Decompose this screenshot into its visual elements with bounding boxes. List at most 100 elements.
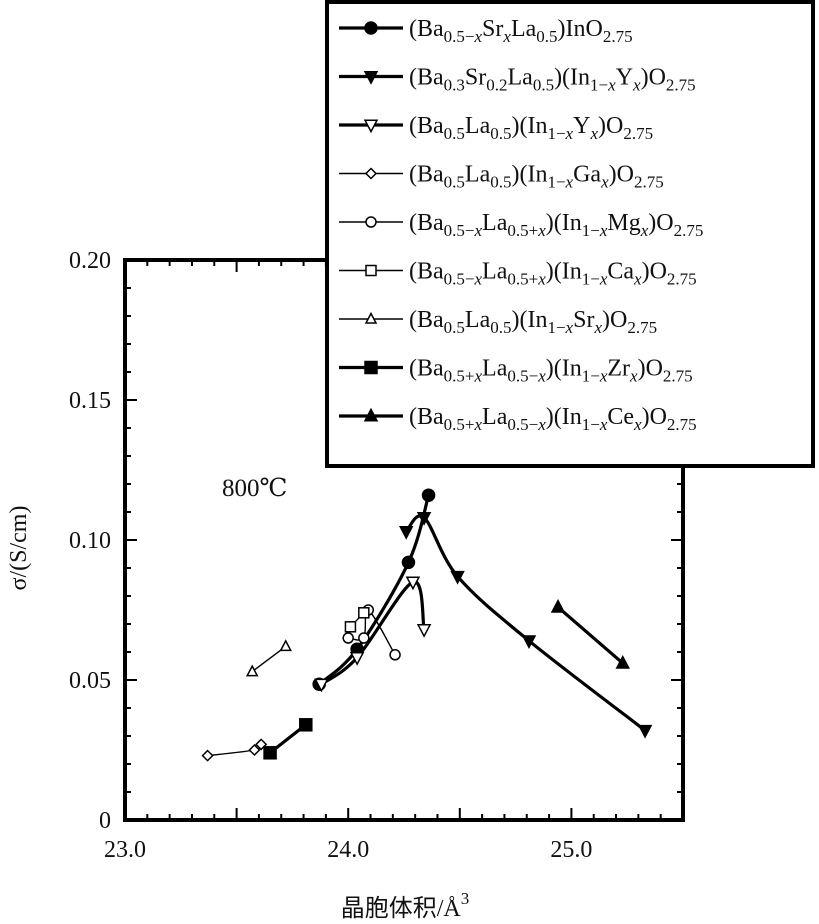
legend-label-part: La xyxy=(482,259,508,285)
legend-label-part: (Ba xyxy=(409,259,444,285)
legend-marker xyxy=(363,119,379,134)
legend-label-part: 0.5 xyxy=(444,124,465,143)
legend-label-part: (Ba xyxy=(409,65,444,91)
legend-label-part: La xyxy=(482,404,508,430)
legend-label-part: 2.75 xyxy=(674,221,704,240)
legend-label: (Ba0.5−xLa0.5+x)(In1−xCax)O2.75 xyxy=(409,259,697,289)
legend-label-part: x xyxy=(599,415,608,434)
legend-marker xyxy=(365,264,377,277)
legend-label-part: 1− xyxy=(582,221,600,240)
legend-label-part: 2.75 xyxy=(623,124,653,143)
legend-label-part: x xyxy=(537,221,546,240)
legend-entry: (Ba0.5+xLa0.5−x)(In1−xCex)O2.75 xyxy=(339,404,697,434)
legend-label-part: 2.75 xyxy=(667,270,697,289)
y-tick-label: 0.20 xyxy=(69,248,111,274)
data-point xyxy=(358,607,370,619)
legend-label-part: )O xyxy=(642,404,667,430)
legend-label-part: 1− xyxy=(547,124,565,143)
series-line xyxy=(556,605,624,665)
legend-marker xyxy=(365,216,377,228)
legend-entry: (Ba0.5−xLa0.5+x)(In1−xCax)O2.75 xyxy=(339,259,697,289)
series-3 xyxy=(314,576,432,693)
legend-label-part: x xyxy=(599,270,608,289)
series-line xyxy=(320,580,426,686)
legend-label: (Ba0.5+xLa0.5−x)(In1−xCex)O2.75 xyxy=(409,404,697,434)
legend-label: (Ba0.5La0.5)(In1−xGax)O2.75 xyxy=(409,162,664,192)
legend-label-part: )(In xyxy=(546,210,582,236)
legend-label-part: La xyxy=(465,113,491,139)
legend-label-part: 1− xyxy=(547,318,565,337)
legend-label-part: 0.5 xyxy=(444,318,465,337)
data-point xyxy=(550,598,566,613)
data-point xyxy=(349,652,365,666)
legend-label-part: 0.5 xyxy=(536,27,557,46)
x-tick-label: 25.0 xyxy=(550,837,592,863)
legend-label-part: )O xyxy=(641,65,666,91)
legend-label-part: x xyxy=(607,76,616,95)
legend-label-part: )(In xyxy=(511,113,547,139)
legend-label-part: )(In xyxy=(546,356,582,382)
legend-label-part: )O xyxy=(609,162,634,188)
data-point xyxy=(299,718,313,732)
legend-label-part: La xyxy=(465,162,491,188)
data-point xyxy=(314,678,329,693)
legend-label-part: 2.75 xyxy=(634,173,664,192)
legend-label-part: x xyxy=(589,124,598,143)
legend-label-part: 2.75 xyxy=(666,76,696,95)
legend-entry: (Ba0.5La0.5)(In1−xYx)O2.75 xyxy=(339,113,653,143)
legend-entry: (Ba0.5La0.5)(In1−xSrx)O2.75 xyxy=(339,307,657,337)
legend-label-part: )(In xyxy=(554,65,590,91)
legend-label-part: 0.5 xyxy=(444,173,465,192)
data-point xyxy=(279,639,292,652)
legend-label-part: 0.5+ xyxy=(444,367,475,386)
legend-label-part: (Ba xyxy=(409,210,444,236)
legend-label: (Ba0.3Sr0.2La0.5)(In1−xYx)O2.75 xyxy=(409,65,696,95)
y-tick-label: 0.15 xyxy=(69,388,111,414)
legend-label-part: Mg xyxy=(607,210,640,236)
y-tick-label: 0 xyxy=(99,808,111,834)
legend-marker xyxy=(363,70,379,85)
data-point xyxy=(401,555,416,570)
legend-label-part: Ca xyxy=(607,259,634,285)
legend-label-part: 0.5 xyxy=(490,173,511,192)
legend-marker xyxy=(363,407,379,422)
legend-label-part: x xyxy=(474,415,483,434)
series-line xyxy=(318,494,431,686)
legend-label-part: x xyxy=(502,27,511,46)
legend-label-part: 1− xyxy=(547,173,565,192)
legend-label-part: x xyxy=(537,270,546,289)
legend-label-part: 2.75 xyxy=(627,318,657,337)
legend-label-part: x xyxy=(640,221,649,240)
legend-label-part: Ce xyxy=(607,404,634,430)
legend-label-part: x xyxy=(632,76,641,95)
legend-label: (Ba0.5−xLa0.5+x)(In1−xMgx)O2.75 xyxy=(409,210,703,240)
series-2 xyxy=(398,512,653,739)
data-point xyxy=(421,488,436,502)
legend-label-part: )(In xyxy=(511,307,547,333)
legend-label-part: x xyxy=(565,318,574,337)
legend-label-part: x xyxy=(633,270,642,289)
legend-box xyxy=(325,0,815,468)
legend-label-part: 1− xyxy=(582,367,600,386)
series-4 xyxy=(201,738,268,762)
legend-label-part: 1− xyxy=(582,270,600,289)
data-point xyxy=(358,632,370,644)
legend-label-part: (Ba xyxy=(409,404,444,430)
legend-label-part: 0.5 xyxy=(490,124,511,143)
legend-marker xyxy=(364,360,378,375)
legend-label-part: Ga xyxy=(573,162,601,188)
temperature-annotation: 800℃ xyxy=(222,475,287,502)
legend-label-part: Sr xyxy=(482,16,503,42)
legend-label-part: 0.5− xyxy=(444,270,475,289)
data-point xyxy=(416,624,432,638)
legend-label-part: Sr xyxy=(573,307,594,333)
legend-label-part: 0.5 xyxy=(490,318,511,337)
y-axis-title: σ/(S/cm) xyxy=(6,506,32,591)
data-point xyxy=(389,649,401,661)
legend-label: (Ba0.5La0.5)(In1−xSrx)O2.75 xyxy=(409,307,657,337)
legend-label-part: (Ba xyxy=(409,356,444,382)
legend-label-part: 0.5+ xyxy=(444,415,475,434)
legend-label-part: (Ba xyxy=(409,16,444,42)
legend-label-part: )O xyxy=(638,356,663,382)
legend-label-part: x xyxy=(537,367,546,386)
